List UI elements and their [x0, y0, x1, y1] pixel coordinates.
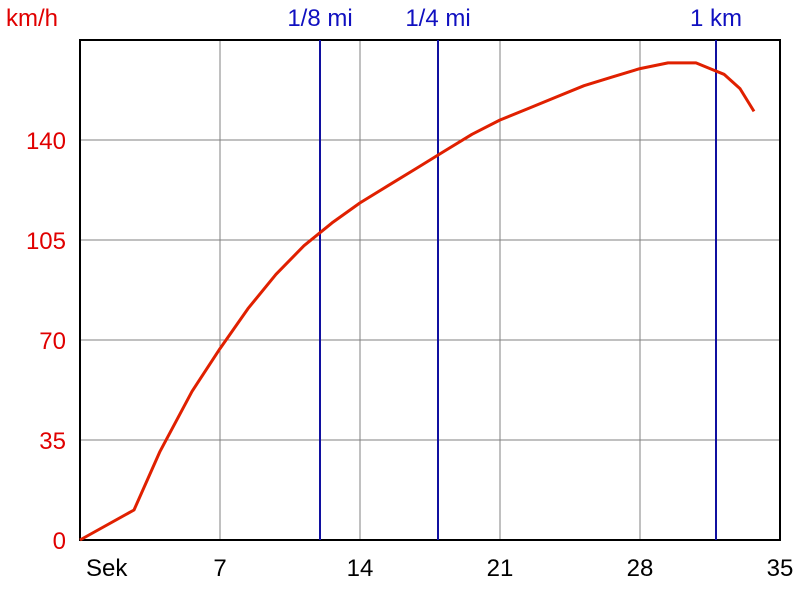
x-tick-label-3: 28 — [627, 555, 654, 582]
marker-label-2: 1 km — [690, 5, 742, 32]
distance-markers: 1/8 mi 1/4 mi 1 km — [287, 5, 742, 540]
y-tick-label-3: 105 — [26, 228, 66, 255]
x-axis-ticks: 7 14 21 28 35 — [213, 555, 793, 582]
y-tick-label-0: 0 — [53, 528, 66, 555]
x-tick-label-0: 7 — [213, 555, 226, 582]
y-axis-ticks: 0 35 70 105 140 — [26, 128, 66, 555]
y-tick-label-1: 35 — [39, 428, 66, 455]
y-tick-label-2: 70 — [39, 328, 66, 355]
plot-frame — [79, 39, 781, 541]
x-axis-label: Sek — [86, 555, 128, 582]
grid-lines — [80, 40, 781, 541]
x-tick-label-2: 21 — [487, 555, 514, 582]
marker-label-1: 1/4 mi — [405, 5, 470, 32]
marker-label-0: 1/8 mi — [287, 5, 352, 32]
speed-series-line — [79, 61, 756, 542]
y-tick-label-4: 140 — [26, 128, 66, 155]
y-axis-label: km/h — [6, 5, 58, 32]
x-tick-label-1: 14 — [347, 555, 374, 582]
x-tick-label-4: 35 — [767, 555, 794, 582]
